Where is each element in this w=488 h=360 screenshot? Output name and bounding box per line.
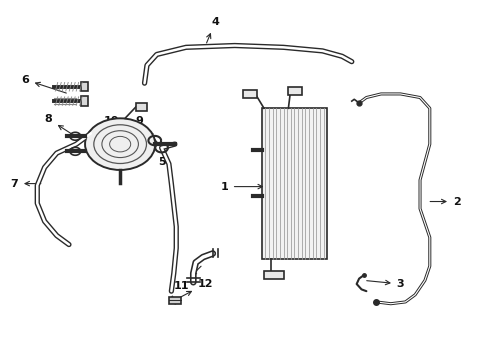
Text: 7: 7	[10, 179, 41, 189]
Text: 9: 9	[136, 116, 160, 145]
Text: 3: 3	[366, 279, 404, 289]
Bar	[264, 271, 283, 279]
Bar	[81, 82, 88, 91]
Text: 8: 8	[44, 114, 73, 135]
Bar	[81, 96, 88, 106]
Bar	[136, 103, 147, 111]
Text: 1: 1	[221, 181, 262, 192]
Text: 4: 4	[206, 17, 219, 43]
Text: 11: 11	[173, 266, 201, 291]
Text: 10: 10	[103, 116, 152, 139]
Text: 5: 5	[134, 135, 165, 167]
FancyBboxPatch shape	[168, 297, 181, 304]
FancyBboxPatch shape	[243, 90, 256, 98]
Text: 2: 2	[429, 197, 460, 207]
FancyBboxPatch shape	[288, 87, 302, 95]
Text: 6: 6	[21, 75, 66, 93]
Text: 12: 12	[177, 279, 213, 299]
Bar	[261, 108, 327, 259]
Circle shape	[85, 118, 155, 170]
